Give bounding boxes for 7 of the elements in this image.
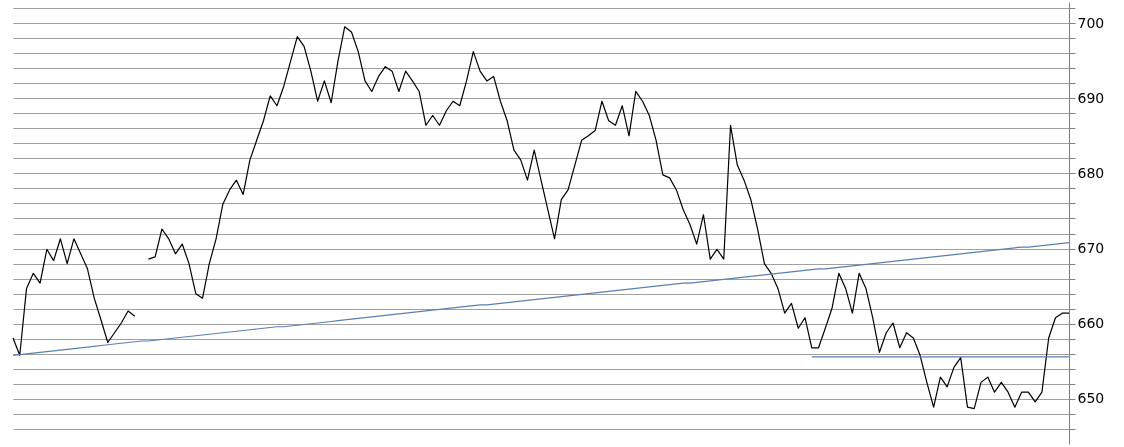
y-tick-label: 700 bbox=[1077, 14, 1105, 31]
y-tick-label: 680 bbox=[1077, 164, 1105, 181]
y-tick-label: 660 bbox=[1077, 315, 1105, 332]
y-tick-label: 650 bbox=[1077, 390, 1105, 407]
line-series bbox=[12, 241, 1070, 356]
y-tick-label: 670 bbox=[1077, 240, 1105, 257]
y-tick-label: 690 bbox=[1077, 89, 1105, 106]
